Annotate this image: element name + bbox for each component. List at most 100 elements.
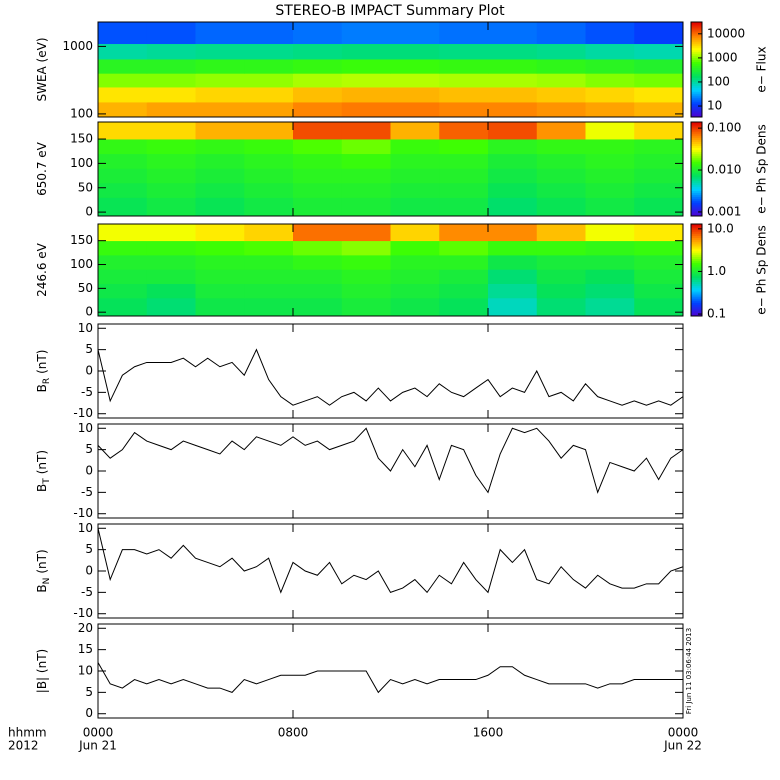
spectrogram-cell (488, 22, 538, 45)
spectrogram-cell (98, 153, 148, 169)
spectrogram-cell (293, 139, 343, 155)
y-label-main: 650.7 eV (35, 141, 49, 196)
colorbar-strip (691, 105, 702, 108)
colorbar-strip (691, 67, 702, 70)
colorbar-strip (691, 107, 702, 110)
spectrogram-cell (634, 122, 684, 140)
colorbar-strip (691, 296, 702, 300)
colorbar-strip (691, 157, 702, 160)
spectrogram-cell (341, 254, 391, 270)
x-tick-label: 0800 (278, 726, 309, 740)
spectrogram-cell (585, 43, 635, 60)
y-label-unit: (nT) (35, 450, 49, 474)
spectrogram-cell (146, 197, 196, 217)
y-tick-label: -5 (81, 585, 93, 599)
spectrogram-cell (98, 283, 148, 299)
spectrogram-cell (585, 182, 635, 198)
spectrogram-cell (390, 197, 440, 217)
colorbar-strip (691, 190, 702, 193)
spectrogram-cell (634, 224, 684, 242)
colorbar-strip (691, 135, 702, 139)
data-line (97, 662, 683, 694)
colorbar-strip (691, 29, 702, 33)
colorbar-frame (690, 121, 703, 217)
y-axis-label: |B| (nT) (35, 649, 49, 693)
spectrogram-cell (536, 153, 586, 169)
spectrogram-cell (146, 254, 196, 270)
spectrogram-cell (488, 122, 538, 140)
colorbar-strip (691, 208, 702, 211)
colorbar-strip (691, 81, 702, 84)
spectrogram-cell (146, 22, 196, 45)
spectrogram-cell (585, 139, 635, 155)
spectrogram-cell (390, 254, 440, 270)
spectrogram-cell (146, 168, 196, 184)
colorbar-strip (691, 225, 702, 229)
spectrogram-cell (341, 153, 391, 169)
colorbar-frame (690, 223, 703, 317)
spectrogram-cell (244, 197, 294, 217)
spectrogram-cell (439, 122, 489, 140)
spectrogram-cell (390, 59, 440, 74)
spectrogram-cell (146, 87, 196, 103)
colorbar-strip (691, 214, 702, 217)
spectrogram-cell (195, 254, 245, 270)
spectrogram-cell (390, 43, 440, 60)
y-tick-label: -10 (73, 606, 93, 620)
spectrogram-cell (146, 59, 196, 74)
y-tick-label: 20 (78, 621, 93, 635)
colorbar-strip (691, 174, 702, 178)
spectrogram-cell (341, 139, 391, 155)
spectrogram-cell (195, 122, 245, 140)
spectrogram-cell (439, 22, 489, 45)
y-tick-label: 10 (78, 664, 93, 678)
y-tick-label: 5 (85, 542, 93, 556)
spectrogram-cell (585, 240, 635, 256)
colorbar-strip (691, 247, 702, 250)
spectrogram-cell (585, 297, 635, 317)
colorbar-strip (691, 63, 702, 67)
spectrogram-cell (536, 168, 586, 184)
spectrogram-cell (536, 197, 586, 217)
spectrogram-cell (146, 240, 196, 256)
colorbar-strip (691, 243, 702, 246)
colorbar-strip (691, 231, 702, 235)
y-label-unit: (nT) (35, 549, 49, 573)
colorbar-strip (691, 89, 702, 92)
spectrogram-cell (390, 153, 440, 169)
colorbar-strip (691, 87, 702, 90)
spectrogram-cell (488, 254, 538, 270)
spectrogram-cell (98, 122, 148, 140)
spectrogram-cell (585, 22, 635, 45)
colorbar-strip (691, 184, 702, 188)
colorbar-strip (691, 224, 702, 227)
spectrogram-cell (488, 283, 538, 299)
y-axis-label: 246.6 eV (35, 242, 49, 297)
colorbar-strip (691, 49, 702, 53)
colorbar-strip (691, 123, 702, 127)
spectrogram-cell (390, 283, 440, 299)
spectrogram-cell (341, 102, 391, 118)
colorbar-strip (691, 153, 702, 156)
colorbar-strip (691, 314, 702, 317)
colorbar-strip (691, 287, 702, 290)
colorbar-strip (691, 131, 702, 135)
spectrogram-cell (293, 43, 343, 60)
spectrogram-cell (341, 269, 391, 284)
spectrogram-cell (488, 269, 538, 284)
spectrogram-cell (195, 139, 245, 155)
colorbar-strip (691, 139, 702, 143)
colorbar-tick-label: 10 (707, 99, 722, 113)
spectrogram-cell (488, 224, 538, 242)
spectrogram-cell (585, 283, 635, 299)
spectrogram-cell (536, 269, 586, 284)
colorbar-strip (691, 103, 702, 106)
colorbar-strip (691, 210, 702, 213)
colorbar-tick-label: 0.010 (707, 163, 741, 177)
colorbar-strip (691, 304, 702, 307)
colorbar-tick-label: 1.0 (707, 264, 726, 278)
spectrogram-cell (439, 182, 489, 198)
spectrogram-cell (146, 139, 196, 155)
colorbar-strip (691, 69, 702, 72)
spectrogram-cell (390, 139, 440, 155)
